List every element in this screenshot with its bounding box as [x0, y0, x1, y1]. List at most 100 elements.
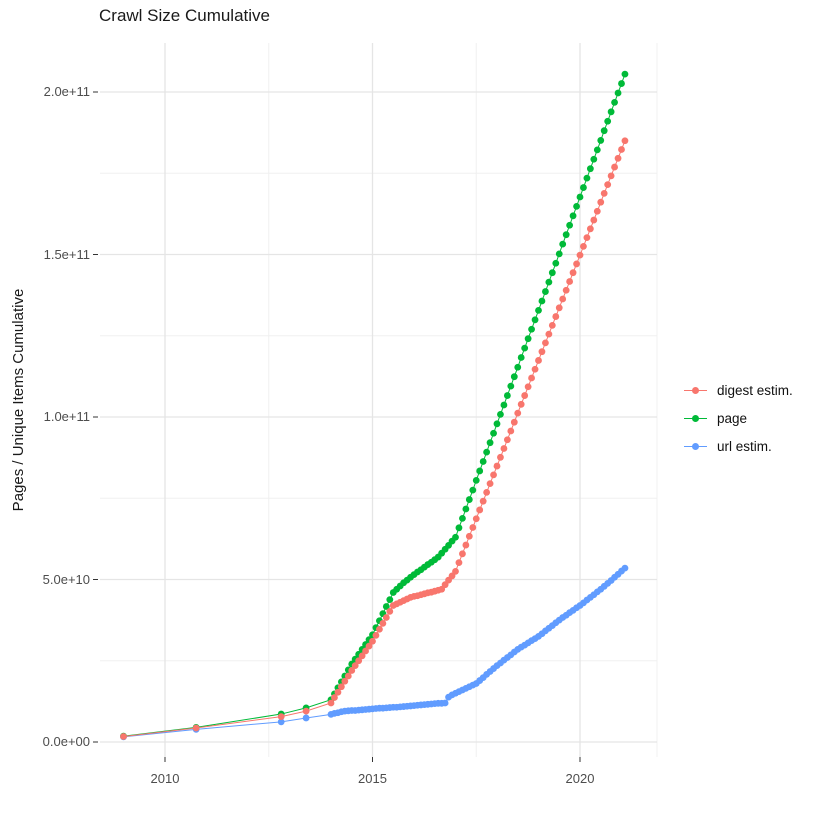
- data-point: [503, 392, 511, 399]
- data-point: [337, 683, 345, 691]
- data-point: [569, 269, 577, 277]
- gridlines-minor: [100, 43, 658, 757]
- data-point: [528, 374, 535, 382]
- data-point: [586, 225, 594, 233]
- axis-ticks: [93, 91, 581, 762]
- data-point: [476, 506, 484, 514]
- data-point: [593, 146, 601, 154]
- series-line: [123, 140, 626, 737]
- data-point: [479, 458, 487, 465]
- data-point: [510, 373, 518, 381]
- data-point: [517, 400, 525, 408]
- data-point: [531, 316, 539, 324]
- data-point: [441, 699, 449, 707]
- data-point: [277, 713, 285, 721]
- data-point: [552, 313, 560, 320]
- data-point: [576, 193, 584, 201]
- data-point: [545, 278, 553, 286]
- data-point: [583, 174, 591, 182]
- data-point: [545, 330, 553, 338]
- data-point: [535, 307, 542, 314]
- data-point: [542, 288, 549, 295]
- data-point: [514, 363, 522, 371]
- data-point: [386, 596, 394, 604]
- data-point: [517, 354, 525, 361]
- x-tick-label: 2010: [150, 771, 180, 786]
- data-point: [607, 172, 615, 180]
- data-point: [548, 269, 556, 277]
- data-point: [376, 625, 383, 633]
- data-point: [583, 234, 591, 242]
- data-point: [302, 707, 310, 715]
- data-point: [386, 607, 394, 615]
- legend-key-page: [684, 412, 707, 426]
- data-point: [590, 216, 598, 224]
- data-point: [576, 251, 584, 259]
- data-point: [459, 515, 466, 522]
- data-point: [621, 137, 629, 145]
- data-point: [452, 567, 459, 575]
- chart-title: Crawl Size Cumulative: [99, 6, 270, 25]
- data-point: [538, 297, 546, 305]
- data-point: [503, 436, 511, 444]
- data-point: [614, 154, 622, 162]
- data-point: [535, 357, 542, 364]
- data-point: [341, 677, 349, 685]
- data-point: [192, 724, 200, 732]
- data-point: [618, 80, 625, 87]
- legend-key-dot: [692, 443, 699, 450]
- data-point: [597, 198, 605, 206]
- data-point: [580, 242, 587, 250]
- data-point: [365, 642, 373, 650]
- data-point: [569, 212, 577, 220]
- data-point: [562, 231, 570, 239]
- legend-key-dot: [692, 415, 699, 422]
- data-point: [455, 559, 463, 566]
- data-point: [302, 714, 310, 722]
- data-point: [472, 476, 480, 484]
- data-point: [566, 221, 574, 229]
- data-point: [548, 321, 556, 329]
- data-point: [469, 486, 477, 494]
- data-point: [472, 515, 480, 523]
- data-point: [538, 348, 546, 356]
- legend-label-digest: digest estim.: [717, 383, 793, 398]
- data-point: [566, 278, 574, 285]
- data-point: [614, 89, 622, 97]
- data-point: [559, 295, 567, 303]
- data-point: [593, 207, 601, 215]
- data-point: [521, 344, 529, 352]
- data-point: [490, 471, 497, 479]
- data-point: [476, 467, 484, 475]
- data-point: [611, 99, 618, 106]
- data-point: [597, 137, 605, 144]
- data-point: [486, 480, 494, 488]
- gridlines-major: [100, 43, 657, 757]
- y-tick-label: 1.0e+11: [43, 409, 90, 424]
- legend-item-url-estim: url estim.: [684, 437, 793, 456]
- data-point: [455, 524, 463, 532]
- data-point: [369, 637, 376, 645]
- y-tick-label: 0.0e+00: [42, 734, 90, 749]
- data-point: [465, 532, 473, 540]
- legend-item-page: page: [684, 409, 793, 428]
- data-point: [600, 127, 608, 135]
- data-point: [604, 117, 612, 125]
- data-point: [559, 240, 567, 248]
- data-point: [465, 496, 473, 503]
- data-point: [621, 70, 629, 78]
- data-point: [514, 409, 522, 417]
- x-tick-label: 2020: [565, 771, 595, 786]
- data-point: [372, 632, 380, 639]
- y-tick-label: 1.5e+11: [43, 246, 90, 262]
- data-point: [510, 418, 518, 426]
- legend-label-url: url estim.: [717, 439, 772, 454]
- data-point: [348, 667, 356, 674]
- data-point: [462, 505, 470, 513]
- y-tick-label: 5.0e+10: [42, 571, 90, 587]
- data-point: [493, 420, 501, 428]
- data-point: [555, 250, 563, 258]
- data-point: [358, 652, 366, 660]
- legend-key-dot: [692, 387, 699, 394]
